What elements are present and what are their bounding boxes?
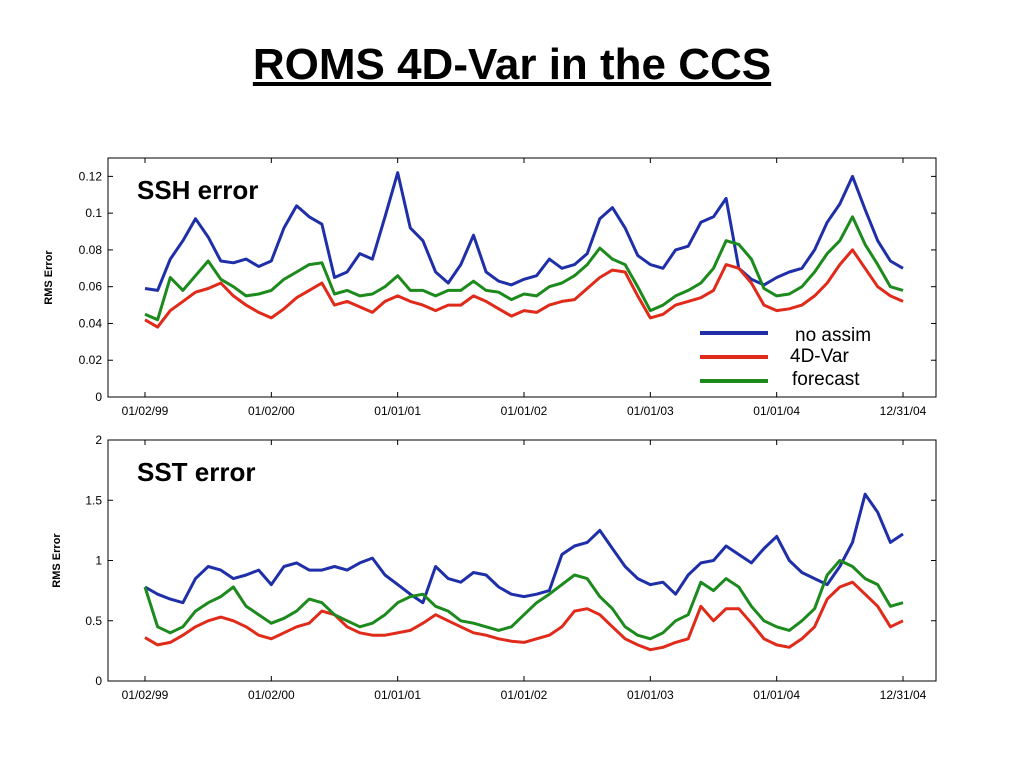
- x-tick-label: 01/01/04: [753, 404, 800, 418]
- legend-label: forecast: [792, 369, 860, 390]
- legend-label: no assim: [795, 325, 871, 346]
- y-tick-label: 0: [95, 674, 102, 688]
- series-line: [144, 580, 904, 652]
- x-tick-label: 01/01/04: [753, 688, 800, 702]
- y-axis-label: RMS Error: [51, 533, 63, 588]
- x-tick-label: 01/01/03: [627, 404, 674, 418]
- x-tick-label: 01/01/03: [627, 688, 674, 702]
- y-tick-label: 0.12: [79, 169, 103, 183]
- series-line: [143, 559, 904, 641]
- sst-chart: 0 0.5 1 1.5 2 01/02/99 01/02/00 01/01/01 01/01/0…: [51, 433, 937, 702]
- x-tick-label: 01/02/99: [122, 404, 169, 418]
- y-tick-label: 0: [95, 390, 102, 404]
- y-tick-label: 0.04: [79, 316, 103, 330]
- x-tick-label: 01/01/02: [501, 404, 548, 418]
- y-tick-label: 0.1: [85, 206, 102, 220]
- x-tick-label: 01/02/00: [248, 404, 295, 418]
- y-tick-label: 0.5: [85, 614, 102, 628]
- y-tick-label: 0.06: [79, 280, 103, 294]
- chart-title: SSH error: [137, 175, 258, 205]
- ssh-chart: 0 0.02 0.04 0.06 0.08 0.1 0.12 01/02/99 01/02/00…: [43, 157, 937, 418]
- y-tick-label: 2: [95, 433, 102, 447]
- chart-title: SST error: [137, 457, 256, 487]
- y-tick-label: 0.08: [79, 243, 103, 257]
- y-tick-label: 1: [95, 554, 102, 568]
- series-line: [144, 248, 904, 329]
- x-tick-label: 01/02/00: [248, 688, 295, 702]
- y-axis-label: RMS Error: [43, 250, 55, 305]
- series-line: [144, 492, 904, 605]
- y-tick-label: 0.02: [79, 353, 103, 367]
- legend-label: 4D-Var: [790, 346, 849, 367]
- page-title: ROMS 4D-Var in the CCS: [252, 40, 772, 89]
- series-line: [144, 171, 904, 292]
- x-tick-label: 01/01/02: [501, 688, 548, 702]
- x-tick-label: 12/31/04: [880, 688, 927, 702]
- x-tick-label: 01/01/01: [374, 688, 421, 702]
- plot-frame: [107, 157, 937, 398]
- y-tick-label: 1.5: [85, 493, 102, 507]
- x-tick-label: 01/02/99: [122, 688, 169, 702]
- x-tick-label: 12/31/04: [880, 404, 927, 418]
- series-line: [144, 215, 904, 322]
- x-tick-label: 01/01/01: [374, 404, 421, 418]
